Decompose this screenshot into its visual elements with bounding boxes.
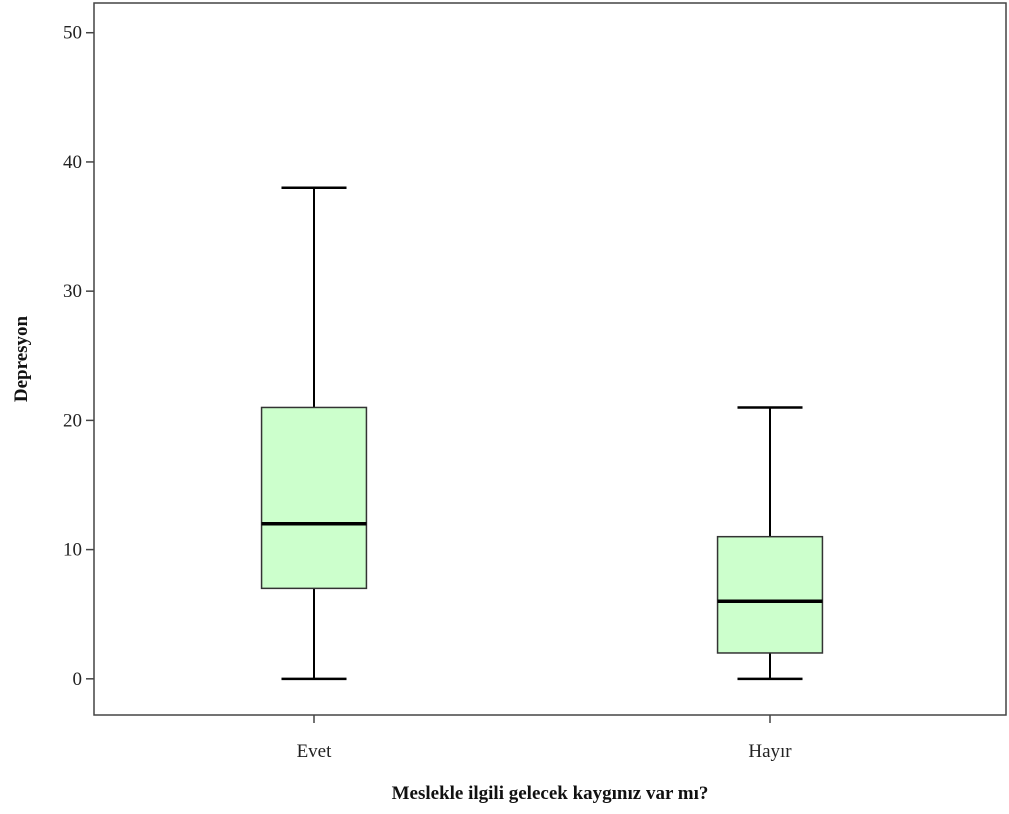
y-tick-label: 10 bbox=[63, 540, 82, 561]
box-group bbox=[260, 186, 368, 681]
y-axis-title: Depresyon bbox=[11, 315, 32, 402]
x-axis: Evet Hayır bbox=[297, 715, 792, 762]
y-tick-label: 40 bbox=[63, 152, 82, 173]
plot-frame bbox=[93, 2, 1007, 716]
y-axis: 0 10 20 30 40 50 bbox=[63, 23, 94, 690]
y-tick-label: 50 bbox=[63, 23, 82, 44]
iqr-box bbox=[260, 406, 368, 590]
y-tick-label: 0 bbox=[73, 669, 83, 690]
y-tick-label: 30 bbox=[63, 281, 82, 302]
x-tick-label: Hayır bbox=[748, 741, 792, 762]
iqr-box bbox=[716, 535, 824, 654]
x-tick-label: Evet bbox=[297, 741, 333, 762]
box-group bbox=[716, 406, 824, 681]
box-series bbox=[260, 186, 824, 681]
x-axis-title: Meslekle ilgili gelecek kaygınız var mı? bbox=[392, 783, 709, 804]
y-tick-label: 20 bbox=[63, 410, 82, 431]
